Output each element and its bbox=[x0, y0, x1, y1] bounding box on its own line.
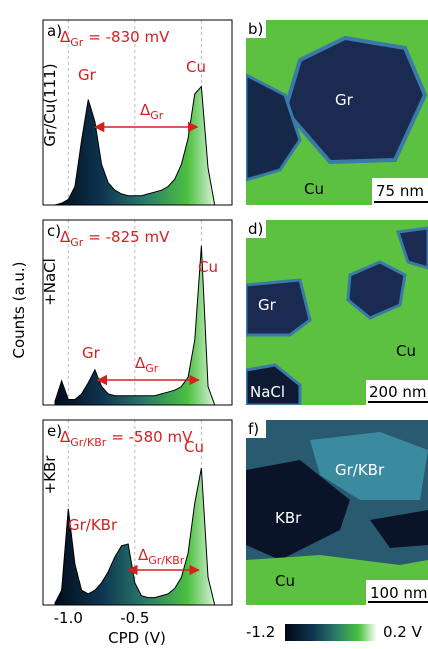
image-label: Gr bbox=[258, 296, 277, 314]
arrow-label: ΔGr bbox=[140, 101, 164, 122]
arrow-label: ΔGr bbox=[135, 354, 159, 375]
delta-sub: Gr bbox=[70, 236, 84, 249]
delta-sub: Gr/KBr bbox=[70, 436, 107, 449]
figure: a)Gr/Cu(111)GrCuΔGr= -830 mVΔGrc)+NaClGr… bbox=[0, 0, 428, 649]
y-axis-label: Counts (a.u.) bbox=[10, 261, 28, 358]
peak-label: Cu bbox=[186, 58, 206, 76]
delta-value: = -580 mV bbox=[111, 428, 193, 446]
side-label: +NaCl bbox=[41, 258, 59, 306]
delta-value: = -825 mV bbox=[88, 228, 170, 246]
delta-sub: Gr bbox=[145, 362, 159, 375]
scalebar: 200 nm bbox=[369, 383, 427, 401]
scalebar: 75 nm bbox=[376, 182, 424, 200]
delta-sub: Gr bbox=[70, 36, 84, 49]
colorbar-max: 0.2 V bbox=[383, 623, 423, 641]
panel-label: c) bbox=[47, 222, 61, 240]
colorbar-min: -1.2 bbox=[246, 623, 275, 641]
side-label: +KBr bbox=[41, 455, 59, 495]
image-d: d) Gr Cu NaCl 200 nm bbox=[246, 220, 428, 405]
delta-sub: Gr bbox=[150, 109, 164, 122]
delta-annotation: ΔGr= -830 mV bbox=[60, 28, 170, 49]
panel-label: d) bbox=[248, 220, 263, 238]
panel-label: b) bbox=[248, 20, 263, 38]
scalebar: 100 nm bbox=[370, 584, 428, 602]
image-label: Cu bbox=[304, 180, 324, 198]
arrow-label: ΔGr/KBr bbox=[138, 546, 185, 567]
side-label: Gr/Cu(111) bbox=[41, 63, 59, 146]
colorbar bbox=[285, 624, 377, 641]
x-axis-label: CPD (V) bbox=[108, 629, 166, 647]
peak-label: Gr bbox=[82, 344, 101, 362]
image-label: Cu bbox=[275, 572, 295, 590]
delta-annotation: ΔGr= -825 mV bbox=[60, 228, 170, 249]
delta-value: = -830 mV bbox=[88, 28, 170, 46]
delta-annotation: ΔGr/KBr= -580 mV bbox=[60, 428, 193, 449]
x-tick-label: -0.5 bbox=[120, 609, 149, 627]
peak-label: Gr bbox=[78, 66, 97, 84]
peak-label: Gr/KBr bbox=[68, 516, 118, 534]
delta-sub: Gr/KBr bbox=[148, 554, 185, 567]
panel-label: f) bbox=[248, 420, 259, 438]
image-label: Gr/KBr bbox=[335, 461, 385, 479]
image-label: KBr bbox=[275, 509, 302, 527]
image-label: Cu bbox=[396, 342, 416, 360]
x-tick-label: -1.0 bbox=[54, 609, 83, 627]
image-label: Gr bbox=[335, 91, 354, 109]
image-label: NaCl bbox=[250, 383, 285, 401]
image-b: b) Gr Cu 75 nm bbox=[246, 20, 428, 205]
image-f: f) Gr/KBr KBr Cu 100 nm bbox=[246, 420, 428, 605]
peak-label: Cu bbox=[198, 258, 218, 276]
